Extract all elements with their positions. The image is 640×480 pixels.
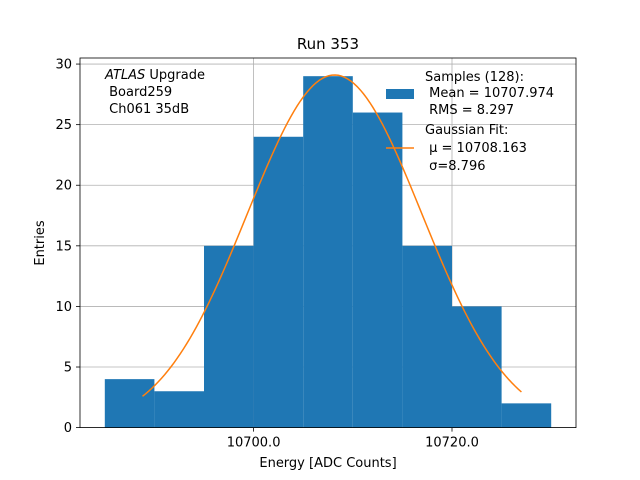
x-axis-label: Energy [ADC Counts] [259,456,396,471]
x-tick-label: 10720.0 [425,436,479,451]
legend-fit-title: Gaussian Fit: [425,123,508,138]
histogram-bars [104,76,552,428]
atlas-annotation: ATLAS Upgrade Board259 Ch061 35dB [104,68,205,117]
y-tick-label: 10 [55,300,72,315]
x-tick-label: 10700.0 [227,436,281,451]
legend-samples-rms: RMS = 8.297 [425,103,514,118]
histogram-bar [501,403,552,428]
plot-frame [79,57,577,429]
channel-label: Ch061 35dB [105,102,189,117]
svg-text:ATLAS Upgrade: ATLAS Upgrade [104,68,205,83]
legend-samples-mean: Mean = 10707.974 [425,86,554,101]
y-axis-ticks: 0 5 10 15 20 25 30 [55,58,80,436]
histogram-bar [402,245,452,428]
histogram-bar [204,245,254,428]
histogram-bar [154,391,204,428]
y-tick-label: 30 [55,58,72,73]
histogram-bar [303,76,353,428]
board-label: Board259 [105,85,172,100]
y-tick-label: 15 [55,239,72,254]
legend: Samples (128): Mean = 10707.974 RMS = 8.… [386,70,554,174]
chart-title: Run 353 [297,35,359,53]
y-tick-label: 20 [55,179,72,194]
legend-fit-mu: μ = 10708.163 [425,141,527,156]
histogram-bar [253,136,304,428]
upgrade-label: Upgrade [145,68,205,83]
y-axis-label: Entries [33,220,48,266]
y-tick-label: 5 [64,361,72,376]
histogram-bar [352,112,403,428]
y-tick-label: 25 [55,118,72,133]
histogram-bar [104,379,155,428]
x-axis-ticks: 10700.0 10720.0 [227,427,479,451]
legend-samples-patch [386,89,414,99]
legend-fit-sigma: σ=8.796 [425,159,485,174]
legend-samples-title: Samples (128): [425,70,524,85]
gaussian-fit-curve [142,74,522,397]
histogram-bar [452,306,502,428]
atlas-label: ATLAS [104,68,145,83]
y-tick-label: 0 [64,421,72,436]
